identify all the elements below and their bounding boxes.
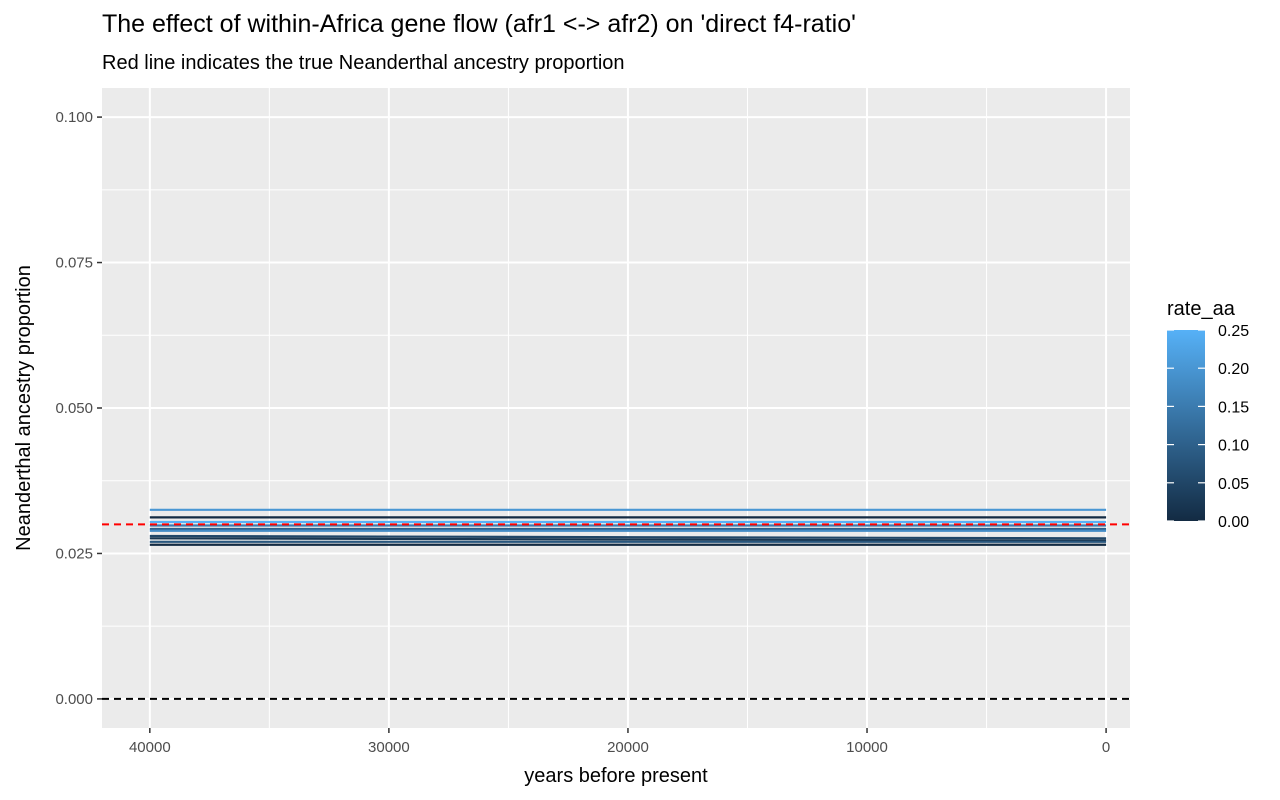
reference-lines	[102, 523, 1130, 700]
y-tick-label: 0.050	[55, 400, 93, 417]
legend-tick-label: 0.05	[1218, 476, 1249, 493]
legend-tick-label: 0.25	[1218, 323, 1249, 340]
major-gridlines	[102, 88, 1130, 728]
legend-ticks: 0.00 0.05 0.10 0.15 0.20 0.25	[1167, 323, 1249, 531]
color-legend: rate_aa 0.00 0.05 0.10 0.15 0.20 0.25	[1167, 298, 1249, 531]
x-axis-label: years before present	[524, 765, 708, 787]
chart-title: The effect of within-Africa gene flow (a…	[102, 10, 856, 38]
y-tick-label: 0.000	[55, 691, 93, 708]
x-tick-label: 30000	[368, 739, 410, 756]
legend-colorbar	[1167, 330, 1205, 521]
x-tick-label: 20000	[607, 739, 649, 756]
legend-title: rate_aa	[1167, 298, 1236, 320]
series-line	[149, 534, 1107, 540]
y-tick-label: 0.100	[55, 109, 93, 126]
chart-subtitle: Red line indicates the true Neanderthal …	[102, 52, 625, 74]
x-tick-label: 40000	[129, 739, 171, 756]
legend-tick-label: 0.20	[1218, 361, 1249, 378]
x-axis-ticks: 40000 30000 20000 10000 0	[129, 728, 1110, 756]
y-tick-label: 0.025	[55, 545, 93, 562]
x-tick-label: 0	[1102, 739, 1110, 756]
y-axis-ticks: 0.000 0.025 0.050 0.075 0.100	[55, 109, 102, 708]
x-tick-label: 10000	[846, 739, 888, 756]
legend-tick-label: 0.15	[1218, 399, 1249, 416]
y-axis-label: Neanderthal ancestry proportion	[13, 265, 35, 551]
y-tick-label: 0.075	[55, 255, 93, 272]
legend-tick-label: 0.10	[1218, 438, 1249, 455]
series-lines	[149, 508, 1107, 546]
series-line	[149, 537, 1107, 542]
legend-tick-label: 0.00	[1218, 514, 1249, 531]
